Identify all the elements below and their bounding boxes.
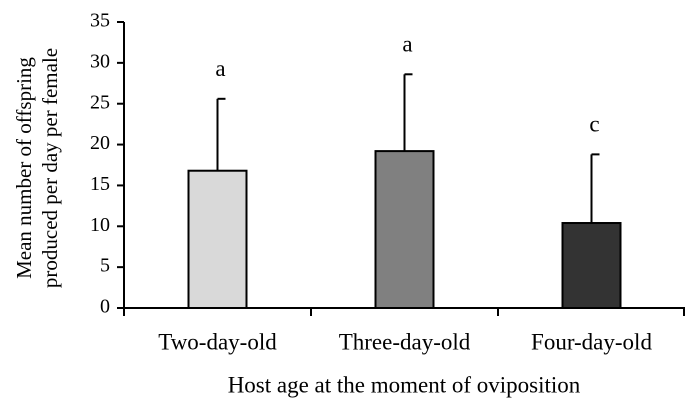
x-tick-label: Four-day-old bbox=[531, 329, 652, 354]
bar bbox=[561, 222, 622, 309]
y-axis-label: Mean number of offspring bbox=[12, 57, 36, 279]
y-axis-label: produced per day per female bbox=[38, 48, 62, 288]
y-tick-label: 25 bbox=[90, 91, 110, 113]
x-tick-label: Two-day-old bbox=[158, 329, 277, 354]
x-tick-label: Three-day-old bbox=[339, 329, 471, 354]
x-axis-label: Host age at the moment of oviposition bbox=[228, 372, 581, 397]
significance-letter: a bbox=[215, 56, 225, 81]
y-tick-label: 5 bbox=[100, 255, 110, 277]
y-tick-label: 0 bbox=[100, 296, 110, 318]
significance-letter: c bbox=[589, 112, 599, 137]
y-tick-label: 15 bbox=[90, 173, 110, 195]
y-tick-label: 10 bbox=[90, 214, 110, 236]
y-tick-label: 35 bbox=[90, 10, 110, 32]
y-tick-label: 30 bbox=[90, 50, 110, 72]
significance-letter: a bbox=[402, 32, 412, 57]
y-tick-label: 20 bbox=[90, 132, 110, 154]
bar bbox=[374, 150, 435, 309]
bar bbox=[187, 169, 248, 309]
